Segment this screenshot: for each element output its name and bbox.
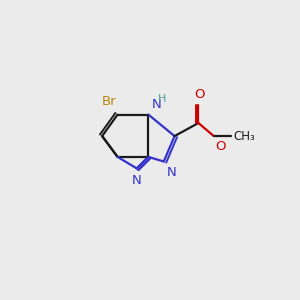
Text: O: O <box>215 140 226 153</box>
Text: CH₃: CH₃ <box>234 130 256 142</box>
Text: N: N <box>132 174 142 187</box>
Text: Br: Br <box>101 95 116 108</box>
Text: N: N <box>167 166 177 179</box>
Text: N: N <box>152 98 161 111</box>
Text: O: O <box>195 88 205 101</box>
Text: H: H <box>158 94 166 104</box>
